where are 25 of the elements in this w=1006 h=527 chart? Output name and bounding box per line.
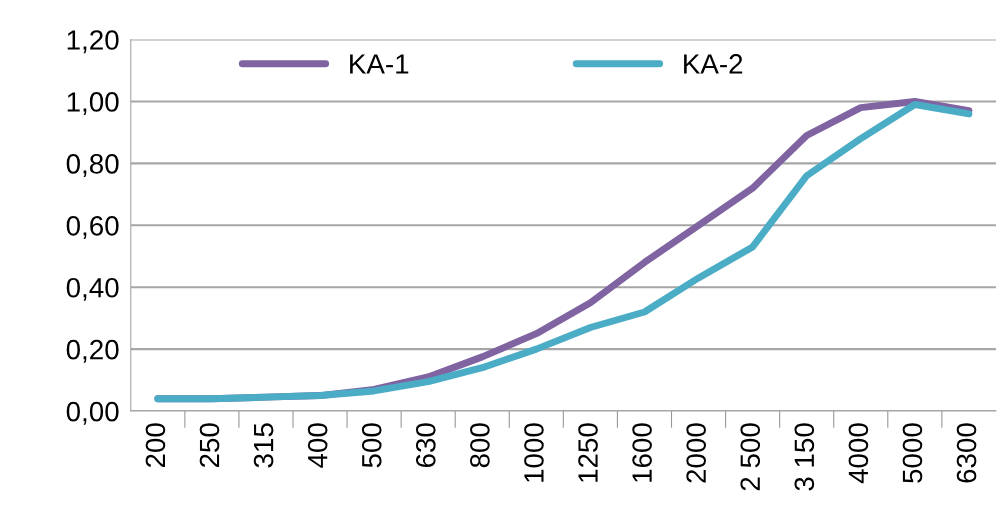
x-tick-label: 630 <box>415 423 436 468</box>
y-tick-label: 0,00 <box>66 401 119 425</box>
x-tick-label: 315 <box>253 423 274 468</box>
legend-label: KA-2 <box>684 54 743 74</box>
x-tick-label: 200 <box>145 423 166 468</box>
y-tick-label: 0,80 <box>66 154 119 177</box>
x-tick-label: 3 150 <box>794 423 815 491</box>
x-tick-label: 500 <box>361 423 382 468</box>
y-tick-label: 1,20 <box>67 30 119 54</box>
legend-label: KA-1 <box>350 54 409 74</box>
x-tick-label: 2 500 <box>740 423 761 491</box>
y-tick-label: 1,00 <box>67 92 119 116</box>
x-tick-label: 5000 <box>902 423 923 483</box>
y-tick-label: 0,60 <box>66 215 119 239</box>
y-tick-label: 0,40 <box>66 277 119 301</box>
y-tick-label: 0,20 <box>66 339 119 363</box>
x-tick-label: 1250 <box>578 423 598 482</box>
x-tick-label: 1600 <box>632 423 652 482</box>
x-tick-label: 1000 <box>524 423 544 482</box>
x-tick-label: 2000 <box>686 423 706 483</box>
x-tick-label: 250 <box>199 423 220 468</box>
x-tick-label: 4000 <box>848 423 869 484</box>
x-tick-label: 400 <box>307 423 328 468</box>
x-tick-label: 800 <box>470 423 490 468</box>
x-tick-label: 6300 <box>956 423 977 483</box>
